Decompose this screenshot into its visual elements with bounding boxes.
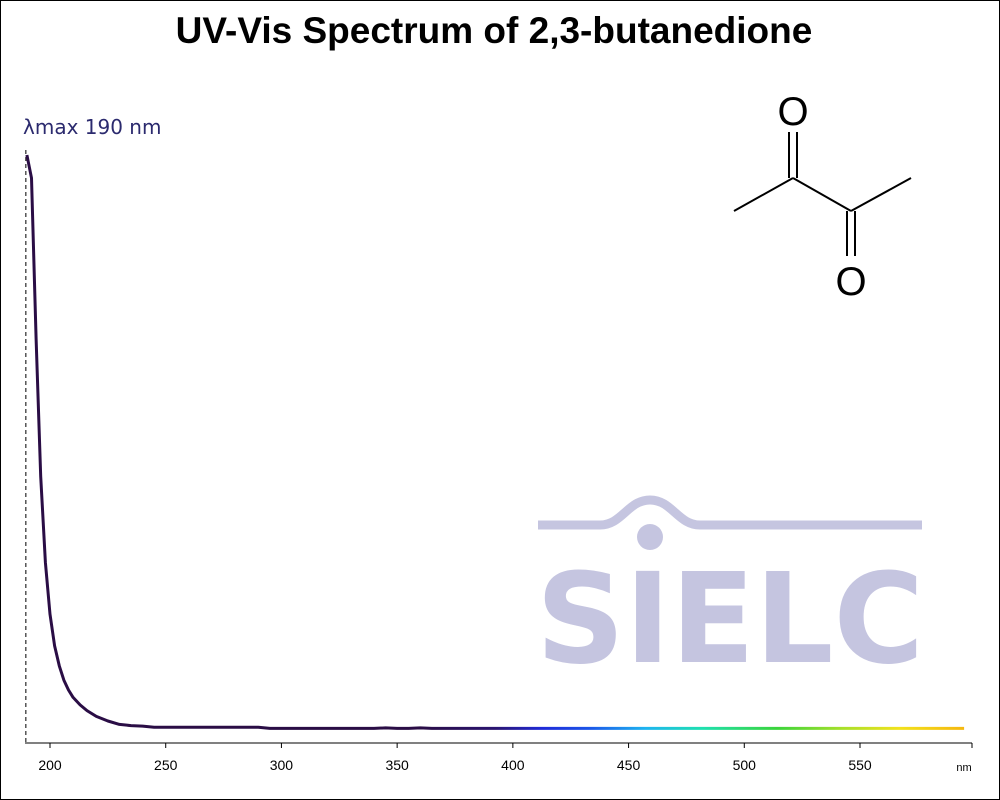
sielc-watermark: SIELC [536, 495, 924, 692]
molecule-structure [733, 132, 912, 256]
x-tick-label-200: 200 [38, 757, 62, 773]
atom-o-bottom: O [835, 260, 866, 304]
bond-central [792, 177, 852, 212]
bond-methyl-left [733, 177, 794, 212]
watermark-text: SIELC [536, 547, 924, 692]
atom-o-top: O [777, 90, 808, 134]
chart-title: UV-Vis Spectrum of 2,3-butanedione [175, 10, 813, 51]
lambda-max-annotation: λmax 190 nm [23, 115, 162, 139]
x-tick-label-450: 450 [617, 757, 641, 773]
watermark-swoosh [538, 495, 922, 530]
x-tick-label-250: 250 [154, 757, 178, 773]
x-tick-label-350: 350 [385, 757, 409, 773]
x-tick-label-400: 400 [501, 757, 525, 773]
x-axis-unit-label: nm [956, 762, 971, 774]
watermark-dot [637, 524, 663, 550]
x-axis-ticks: 200 250 300 350 400 450 500 550 [38, 743, 973, 773]
x-tick-label-300: 300 [270, 757, 294, 773]
x-tick-label-550: 550 [848, 757, 872, 773]
bond-methyl-right [850, 177, 912, 212]
spectrum-line [25, 154, 965, 730]
x-tick-label-500: 500 [733, 757, 757, 773]
